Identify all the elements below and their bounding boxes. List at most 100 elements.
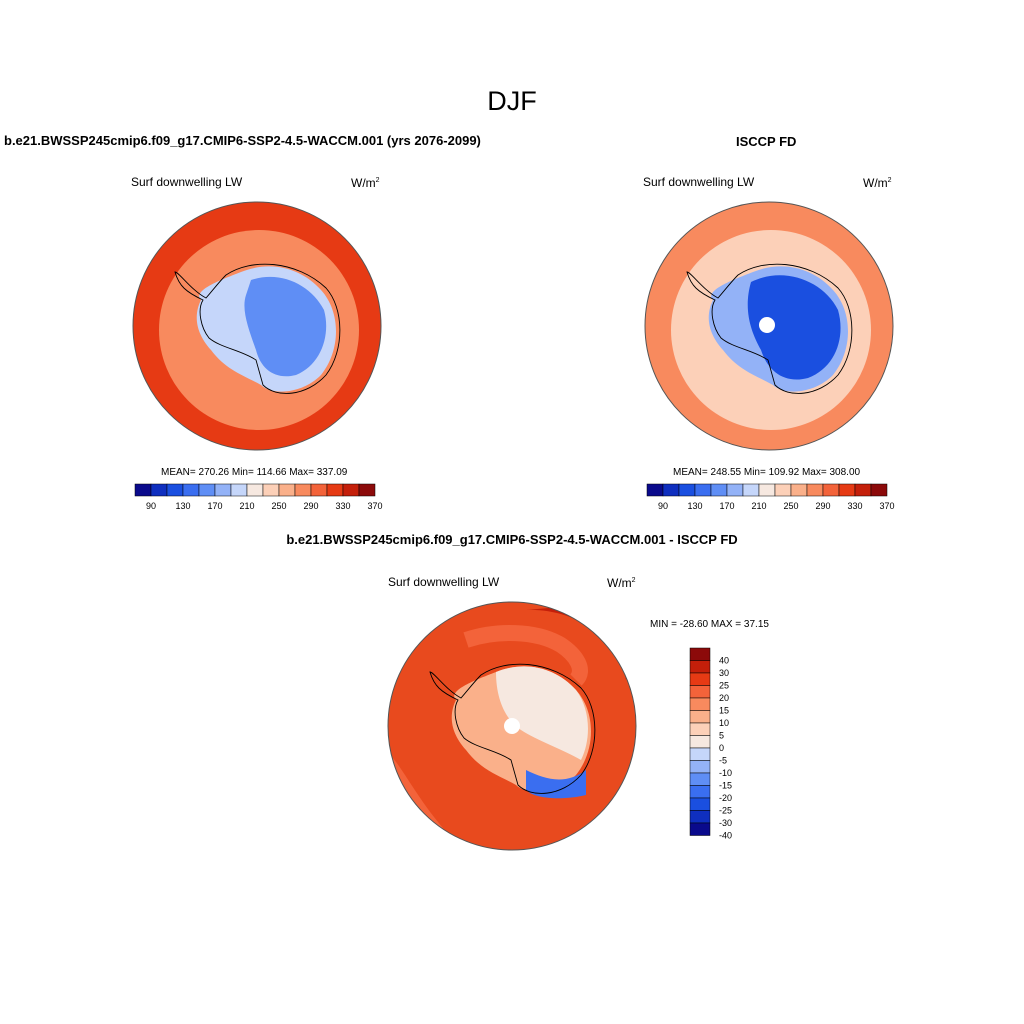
- model-colorbar-swatch: [326, 483, 344, 497]
- model-colorbar-swatch: [294, 483, 312, 497]
- diff-colorbar-swatch: [689, 672, 711, 686]
- model-colorbar-swatch: [310, 483, 328, 497]
- model-colorbar-tick-label: 130: [175, 501, 190, 511]
- model-colorbar-swatch: [134, 483, 152, 497]
- diff-continent-east: [496, 666, 588, 760]
- diff-negative-region: [526, 770, 586, 799]
- diff-colorbar-swatch: [689, 722, 711, 736]
- obs-polar-map: [644, 201, 894, 451]
- diff-colorbar-tick-label: -30: [719, 818, 732, 828]
- model-continent-interior: [244, 276, 327, 377]
- diff-colorbar-tick-label: -15: [719, 781, 732, 791]
- diff-pole-hole: [504, 718, 520, 734]
- diff-colorbar-tick-label: -40: [719, 831, 732, 841]
- model-colorbar: 90 130 170 210 250 290 330 370: [134, 483, 383, 511]
- diff-colorbar-swatch: [689, 810, 711, 824]
- obs-units-label: W/m2: [863, 176, 892, 190]
- obs-colorbar-swatch: [662, 483, 680, 497]
- model-colorbar-tick-label: 170: [207, 501, 222, 511]
- diff-map-border: [387, 601, 637, 851]
- diff-colorbar-tick-label: 15: [719, 706, 729, 716]
- obs-variable-label: Surf downwelling LW: [643, 175, 755, 189]
- model-stats: MEAN= 270.26 Min= 114.66 Max= 337.09: [161, 467, 348, 478]
- model-colorbar-tick-label: 370: [367, 501, 382, 511]
- obs-colorbar: 90 130 170 210 250 290 330 370: [646, 483, 895, 511]
- obs-colorbar-tick-label: 170: [719, 501, 734, 511]
- obs-colorbar-swatch: [774, 483, 792, 497]
- obs-colorbar-tick-label: 90: [658, 501, 668, 511]
- obs-colorbar-swatch: [710, 483, 728, 497]
- diff-colorbar-swatch: [689, 735, 711, 749]
- obs-colorbar-swatch: [870, 483, 888, 497]
- obs-colorbar-tick-label: 130: [687, 501, 702, 511]
- diff-colorbar-swatch: [689, 760, 711, 774]
- obs-colorbar-swatch: [694, 483, 712, 497]
- model-units-label: W/m2: [351, 176, 380, 190]
- model-colorbar-tick-label: 330: [335, 501, 350, 511]
- diff-colorbar-tick-label: 20: [719, 693, 729, 703]
- diff-colorbar-tick-label: -20: [719, 793, 732, 803]
- obs-map-border: [644, 201, 894, 451]
- obs-panel-title: ISCCP FD: [736, 134, 797, 149]
- model-colorbar-swatch: [230, 483, 248, 497]
- model-colorbar-tick-label: 250: [271, 501, 286, 511]
- obs-colorbar-swatch: [854, 483, 872, 497]
- model-polar-map: [132, 201, 382, 451]
- diff-colorbar-swatch: [689, 797, 711, 811]
- obs-colorbar-swatch: [822, 483, 840, 497]
- diff-ocean-band: [463, 625, 588, 686]
- model-colorbar-swatch: [150, 483, 168, 497]
- diff-colorbar-tick-label: 25: [719, 681, 729, 691]
- model-coastline: [174, 263, 341, 394]
- diff-colorbar-swatch: [689, 822, 711, 836]
- model-map-border: [132, 201, 382, 451]
- diff-colorbar-swatch: [689, 660, 711, 674]
- obs-pole-hole: [759, 317, 775, 333]
- model-variable-label: Surf downwelling LW: [131, 175, 243, 189]
- diff-colorbar-tick-label: 30: [719, 668, 729, 678]
- diff-colorbar-tick-label: 5: [719, 731, 724, 741]
- model-colorbar-swatch: [358, 483, 376, 497]
- obs-colorbar-swatch: [678, 483, 696, 497]
- diff-colorbar-swatch: [689, 647, 711, 661]
- diff-colorbar-tick-label: -10: [719, 768, 732, 778]
- model-colorbar-swatch: [182, 483, 200, 497]
- diff-colorbar-swatch: [689, 785, 711, 799]
- diff-colorbar-tick-label: 10: [719, 718, 729, 728]
- obs-colorbar-swatch: [790, 483, 808, 497]
- diff-colorbar-tick-label: -5: [719, 756, 727, 766]
- model-colorbar-swatch: [262, 483, 280, 497]
- model-colorbar-swatch: [166, 483, 184, 497]
- model-colorbar-tick-label: 90: [146, 501, 156, 511]
- obs-colorbar-swatch: [646, 483, 664, 497]
- obs-colorbar-swatch: [806, 483, 824, 497]
- obs-colorbar-swatch: [726, 483, 744, 497]
- obs-colorbar-swatch: [742, 483, 760, 497]
- model-colorbar-swatch: [198, 483, 216, 497]
- obs-colorbar-tick-label: 370: [879, 501, 894, 511]
- model-panel-title: b.e21.BWSSP245cmip6.f09_g17.CMIP6-SSP2-4…: [4, 133, 481, 148]
- obs-colorbar-swatch: [838, 483, 856, 497]
- diff-variable-label: Surf downwelling LW: [388, 575, 500, 589]
- diff-colorbar-tick-label: -25: [719, 806, 732, 816]
- diff-stats: MIN = -28.60 MAX = 37.15: [650, 619, 769, 630]
- obs-continent-interior: [747, 275, 841, 380]
- diff-colorbar-swatch: [689, 685, 711, 699]
- diff-colorbar-swatch: [689, 697, 711, 711]
- obs-colorbar-tick-label: 210: [751, 501, 766, 511]
- obs-colorbar-tick-label: 330: [847, 501, 862, 511]
- model-colorbar-tick-label: 210: [239, 501, 254, 511]
- diff-colorbar-tick-label: 40: [719, 656, 729, 666]
- diff-colorbar-swatch: [689, 710, 711, 724]
- diff-colorbar: 40 30 25 20 15 10 5 0 -5 -10 -15 -20 -25 -30 -40: [689, 647, 732, 841]
- model-colorbar-tick-label: 290: [303, 501, 318, 511]
- obs-colorbar-tick-label: 250: [783, 501, 798, 511]
- model-colorbar-swatch: [342, 483, 360, 497]
- diff-colorbar-tick-label: 0: [719, 743, 724, 753]
- diff-colorbar-swatch: [689, 772, 711, 786]
- model-colorbar-swatch: [214, 483, 232, 497]
- model-colorbar-swatch: [278, 483, 296, 497]
- diff-colorbar-swatch: [689, 747, 711, 761]
- figure-title: DJF: [487, 86, 537, 116]
- obs-stats: MEAN= 248.55 Min= 109.92 Max= 308.00: [673, 467, 861, 478]
